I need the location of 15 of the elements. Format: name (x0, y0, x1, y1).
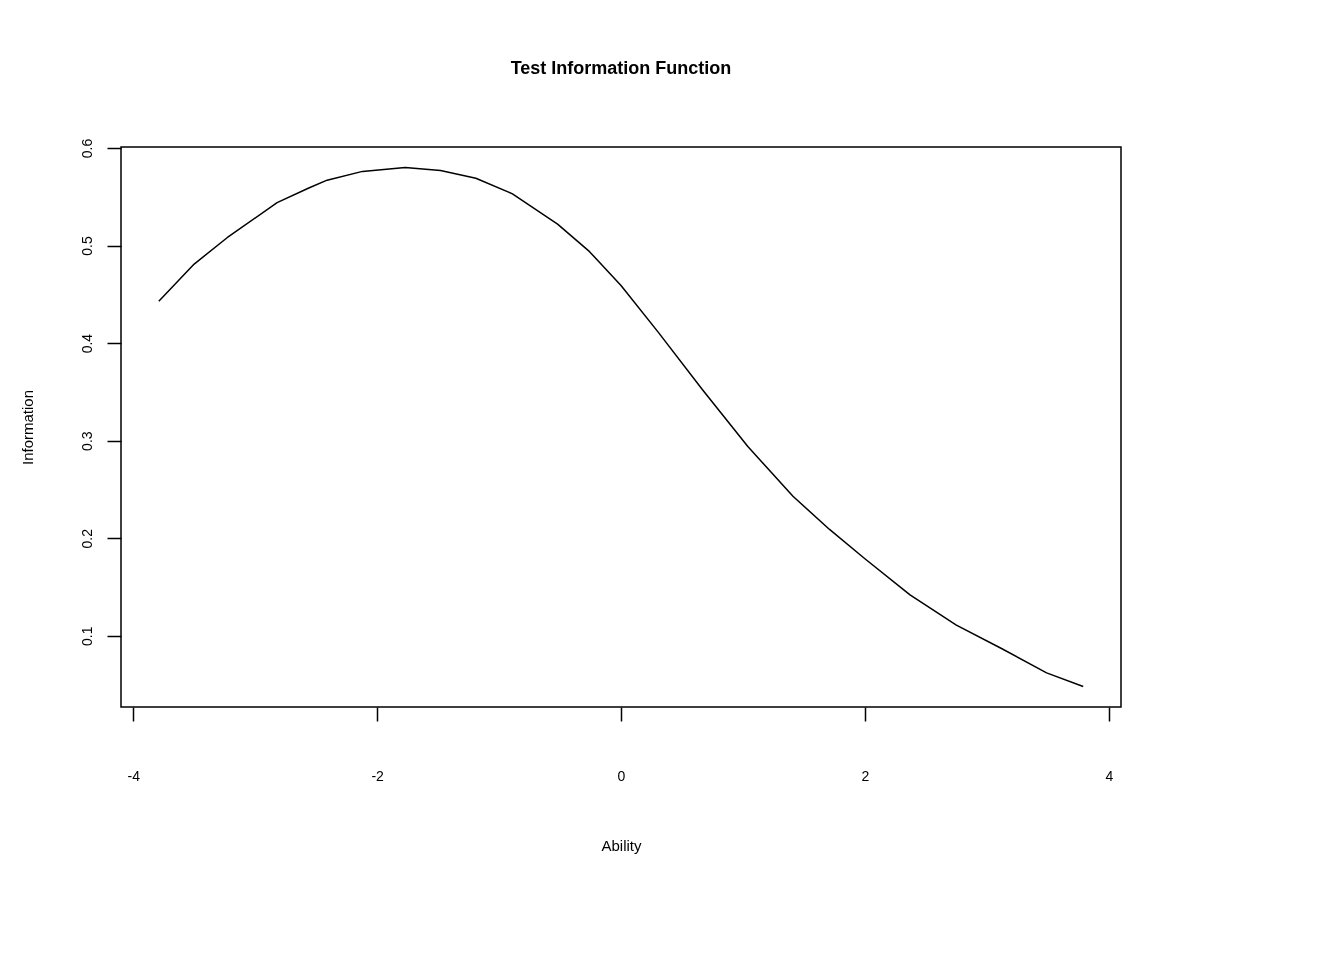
x-tick-label: 2 (861, 767, 870, 784)
chart-title: Test Information Function (510, 58, 732, 79)
y-axis-title: Information (18, 389, 36, 466)
y-tick-label: 0.5 (78, 236, 95, 256)
line-series (158, 166, 1084, 688)
x-tick-label: 4 (1105, 767, 1114, 784)
y-tick-label: 0.1 (78, 626, 95, 647)
x-axis-title: Ability (601, 836, 642, 854)
y-tick-label: 0.6 (78, 138, 95, 159)
x-tick-label: -2 (371, 767, 385, 784)
y-tick-label: 0.2 (78, 528, 95, 549)
x-tick-label: -4 (127, 767, 141, 784)
y-tick-label: 0.4 (78, 333, 95, 354)
y-tick-label: 0.3 (78, 431, 95, 451)
x-tick-label: 0 (617, 767, 626, 784)
